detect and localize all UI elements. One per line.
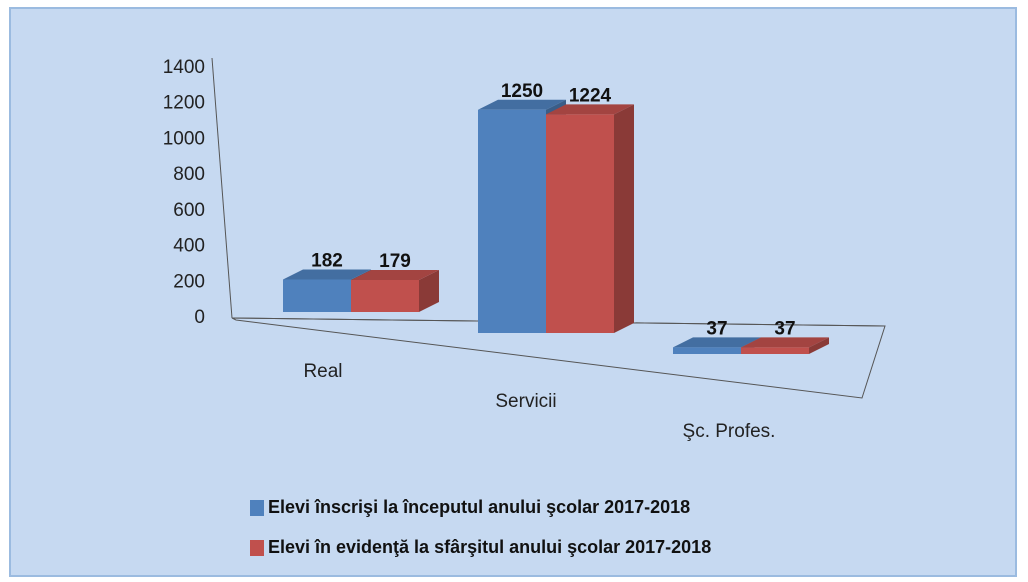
bar-top <box>351 270 439 281</box>
y-tick-label: 800 <box>173 164 205 185</box>
legend-label: Elevi înscrişi la începutul anului şcola… <box>268 497 690 517</box>
bar-top <box>283 269 371 280</box>
bar-front <box>283 279 351 312</box>
value-label: 37 <box>706 318 727 339</box>
value-label: 182 <box>311 251 343 272</box>
legend-label: Elevi în evidenţă la sfârşitul anului şc… <box>268 537 711 557</box>
bar-side <box>614 104 634 333</box>
y-tick-label: 1200 <box>163 93 205 114</box>
bar-top <box>478 99 566 110</box>
bar <box>546 104 634 333</box>
y-tick-label: 1000 <box>163 128 205 149</box>
legend-swatch <box>250 540 264 556</box>
bar-side <box>809 337 829 354</box>
bar-front <box>546 114 614 333</box>
bar-front <box>478 109 546 334</box>
bar <box>741 337 829 354</box>
y-tick-label: 1400 <box>163 57 205 78</box>
value-label: 179 <box>379 251 411 272</box>
bar-top <box>546 104 634 115</box>
value-label: 37 <box>774 318 795 339</box>
x-tick-label: Real <box>303 361 342 382</box>
bar-top <box>741 337 829 348</box>
y-axis-wall <box>211 57 233 319</box>
bar-front <box>673 347 741 354</box>
value-label: 1224 <box>569 85 612 106</box>
bar-front <box>351 280 419 312</box>
x-tick-label: Şc. Profes. <box>683 421 776 442</box>
y-tick-label: 0 <box>194 307 205 328</box>
x-tick-label: Servicii <box>495 391 556 412</box>
value-label: 1250 <box>501 81 543 102</box>
bar-top <box>673 337 761 348</box>
y-tick-label: 200 <box>173 271 205 292</box>
bar <box>351 270 439 312</box>
y-tick-label: 600 <box>173 200 205 221</box>
bar-side <box>419 270 439 312</box>
bar-front <box>741 347 809 354</box>
legend-swatch <box>250 500 264 516</box>
y-tick-label: 400 <box>173 236 205 257</box>
